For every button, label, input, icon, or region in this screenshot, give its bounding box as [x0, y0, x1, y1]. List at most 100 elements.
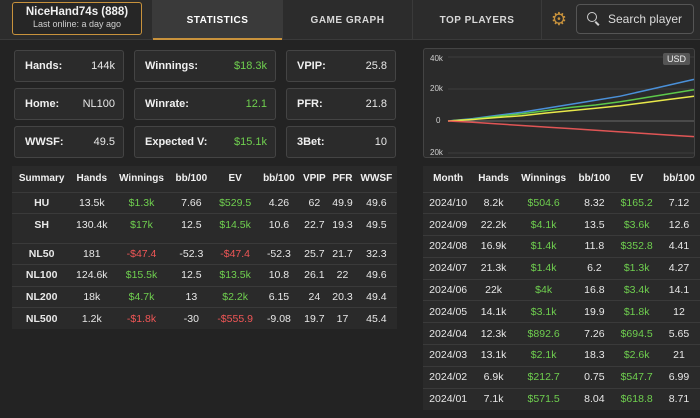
table-cell: 49.6	[366, 196, 387, 209]
table-cell: $1.8k	[623, 305, 650, 318]
table-row[interactable]: NL200 18k $4.7k 13 $2.2k 6.15 24 20.3 49.4	[12, 286, 397, 308]
table-row[interactable]: 2024/06 22k $4k 16.8 $3.4k 14.1	[423, 279, 700, 301]
table-cell: -$47.4	[220, 247, 251, 260]
table-cell: 7.66	[181, 196, 202, 209]
table-cell: 7.1k	[483, 393, 504, 406]
monthly-col-header[interactable]: Month	[433, 173, 464, 185]
table-cell: $3.4k	[623, 284, 650, 297]
table-cell: 0.75	[584, 371, 605, 384]
stat-label: Home:	[25, 98, 60, 110]
row-label: 2024/07	[429, 262, 468, 275]
monthly-col-header[interactable]: Winnings	[521, 173, 567, 185]
summary-col-header[interactable]: bb/100	[263, 173, 295, 185]
table-row[interactable]: 2024/08 16.9k $1.4k 11.8 $352.8 4.41	[423, 235, 700, 258]
row-label: 2024/10	[429, 196, 468, 209]
table-cell: $1.3k	[623, 262, 650, 275]
summary-col-header[interactable]: VPIP	[302, 173, 326, 185]
table-row[interactable]: 2024/01 7.1k $571.5 8.04 $618.8 8.71	[423, 388, 700, 410]
table-cell: 20.3	[332, 290, 353, 303]
table-row[interactable]: 2024/03 13.1k $2.1k 18.3 $2.6k 21	[423, 344, 700, 367]
table-row[interactable]: NL100 124.6k $15.5k 12.5 $13.5k 10.8 26.1 22 49.…	[12, 264, 397, 287]
table-cell: 12.3k	[480, 327, 507, 340]
table-cell: 13.5	[584, 218, 605, 231]
last-online: Last online: a day ago	[32, 19, 122, 29]
table-row[interactable]: 2024/07 21.3k $1.4k 6.2 $1.3k 4.27	[423, 257, 700, 279]
table-row[interactable]: 2024/09 22.2k $4.1k 13.5 $3.6k 12.6	[423, 213, 700, 236]
table-cell: $694.5	[620, 327, 653, 340]
monthly-col-header[interactable]: bb/100	[663, 173, 695, 185]
stat-value: 144k	[91, 60, 115, 72]
table-cell: 25.7	[304, 247, 325, 260]
chart-svg: 40k 20k 0 20k	[430, 54, 695, 157]
table-cell: 8.2k	[483, 196, 504, 209]
table-cell: $352.8	[620, 240, 653, 253]
tab-game-graph[interactable]: GAME GRAPH	[282, 0, 412, 40]
table-cell: -$47.4	[126, 247, 157, 260]
table-cell: 49.6	[366, 269, 387, 282]
player-name: NiceHand74s (888)	[25, 6, 129, 18]
table-row[interactable]: NL500 1.2k -$1.8k -30 -$555.9 -9.08 19.7 17 45.4	[12, 307, 397, 330]
table-cell: 4.27	[668, 262, 690, 275]
table-row[interactable]: HU 13.5k $1.3k 7.66 $529.5 4.26 62 49.9 49.6	[12, 192, 397, 214]
table-cell: $2.1k	[530, 349, 557, 362]
summary-col-header[interactable]: Winnings	[119, 173, 164, 185]
currency-badge[interactable]: USD	[662, 53, 690, 65]
table-cell: 4.26	[268, 196, 290, 209]
gear-icon[interactable]: ⚙	[550, 9, 568, 29]
row-separator	[12, 235, 397, 243]
summary-col-header[interactable]: WWSF	[360, 173, 393, 185]
table-cell: $4.1k	[530, 218, 557, 231]
y-tick-label: 20k	[430, 148, 444, 157]
table-cell: 32.3	[366, 247, 387, 260]
monthly-col-header[interactable]: EV	[629, 173, 644, 185]
table-row[interactable]: NL50 181 -$47.4 -52.3 -$47.4 -52.3 25.7 21.7 32.…	[12, 243, 397, 265]
table-row[interactable]: 2024/10 8.2k $504.6 8.32 $165.2 7.12	[423, 192, 700, 214]
tab-top-players[interactable]: TOP PLAYERS	[412, 0, 542, 40]
row-label: NL500	[25, 312, 58, 325]
table-cell: 5.65	[668, 327, 690, 340]
row-label: NL100	[25, 269, 58, 282]
table-cell: 16.9k	[480, 240, 507, 253]
table-row[interactable]: 2024/05 14.1k $3.1k 19.9 $1.8k 12	[423, 300, 700, 323]
stat-label: Winrate:	[145, 98, 189, 110]
summary-col-header[interactable]: EV	[228, 173, 242, 185]
table-cell: -52.3	[266, 247, 291, 260]
stat-expected-value: Expected V: $15.1k	[134, 126, 276, 158]
table-cell: $504.6	[527, 196, 560, 209]
table-cell: 12	[673, 305, 685, 318]
row-label: 2024/04	[429, 327, 468, 340]
table-cell: 21.3k	[480, 262, 507, 275]
table-cell: 6.99	[668, 371, 690, 384]
table-cell: 181	[83, 247, 101, 260]
winnings-chart[interactable]: 40k 20k 0 20k USD	[423, 48, 695, 158]
table-cell: 14.1	[668, 284, 690, 297]
table-row[interactable]: SH 130.4k $17k 12.5 $14.5k 10.6 22.7 19.3 49.5	[12, 213, 397, 236]
stat-value: 49.5	[93, 136, 115, 148]
monthly-header-row: Month Hands Winnings bb/100 EV bb/100	[423, 166, 700, 192]
table-cell: -9.08	[266, 312, 291, 325]
monthly-col-header[interactable]: bb/100	[578, 173, 611, 185]
table-cell: $4k	[535, 284, 553, 297]
table-cell: -52.3	[179, 247, 204, 260]
table-row[interactable]: 2024/04 12.3k $892.6 7.26 $694.5 5.65	[423, 322, 700, 345]
stat-winrate: Winrate: 12.1	[134, 88, 276, 120]
stat-pfr: PFR: 21.8	[286, 88, 396, 120]
table-cell: 13	[185, 290, 198, 303]
player-card[interactable]: NiceHand74s (888) Last online: a day ago	[12, 2, 142, 35]
stat-value: 25.8	[365, 60, 387, 72]
tab-statistics[interactable]: STATISTICS	[152, 0, 282, 40]
summary-col-header[interactable]: Summary	[18, 173, 65, 185]
table-row[interactable]: 2024/02 6.9k $212.7 0.75 $547.7 6.99	[423, 366, 700, 388]
series-line-yellow	[447, 95, 695, 122]
summary-col-header[interactable]: PFR	[332, 173, 353, 185]
summary-col-header[interactable]: bb/100	[175, 173, 208, 185]
summary-col-header[interactable]: Hands	[76, 173, 108, 185]
search-input[interactable]: Search player	[576, 4, 694, 34]
table-cell: $13.5k	[219, 269, 251, 282]
monthly-col-header[interactable]: Hands	[478, 173, 509, 185]
table-cell: -30	[183, 312, 199, 325]
stat-vpip: VPIP: 25.8	[286, 50, 396, 82]
table-cell: $3.1k	[530, 305, 557, 318]
stat-3bet: 3Bet: 10	[286, 126, 396, 158]
table-cell: $892.6	[527, 327, 560, 340]
